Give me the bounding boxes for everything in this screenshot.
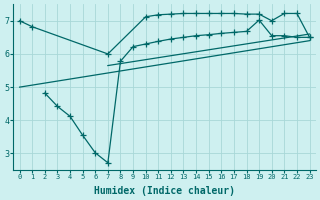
X-axis label: Humidex (Indice chaleur): Humidex (Indice chaleur) — [94, 186, 235, 196]
